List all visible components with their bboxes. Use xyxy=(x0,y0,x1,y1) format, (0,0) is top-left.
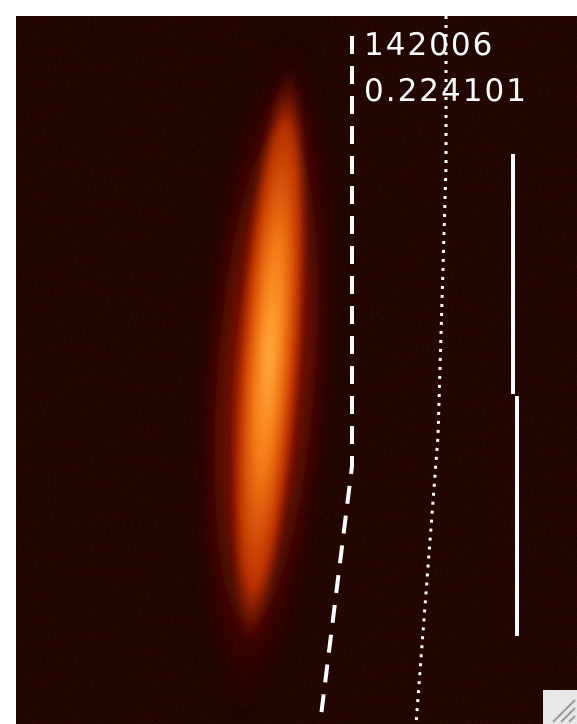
dotted-profile-line xyxy=(414,16,448,724)
readout-value-2: 0.224101 xyxy=(364,73,528,109)
beam-profile-image: 142006 0.224101 xyxy=(16,16,577,724)
readout-value-1: 142006 xyxy=(364,27,495,63)
resize-grip-icon[interactable] xyxy=(543,690,577,724)
dashed-profile-line xyxy=(318,36,354,724)
beam-core xyxy=(231,66,308,646)
beam-profile-canvas xyxy=(16,16,577,724)
